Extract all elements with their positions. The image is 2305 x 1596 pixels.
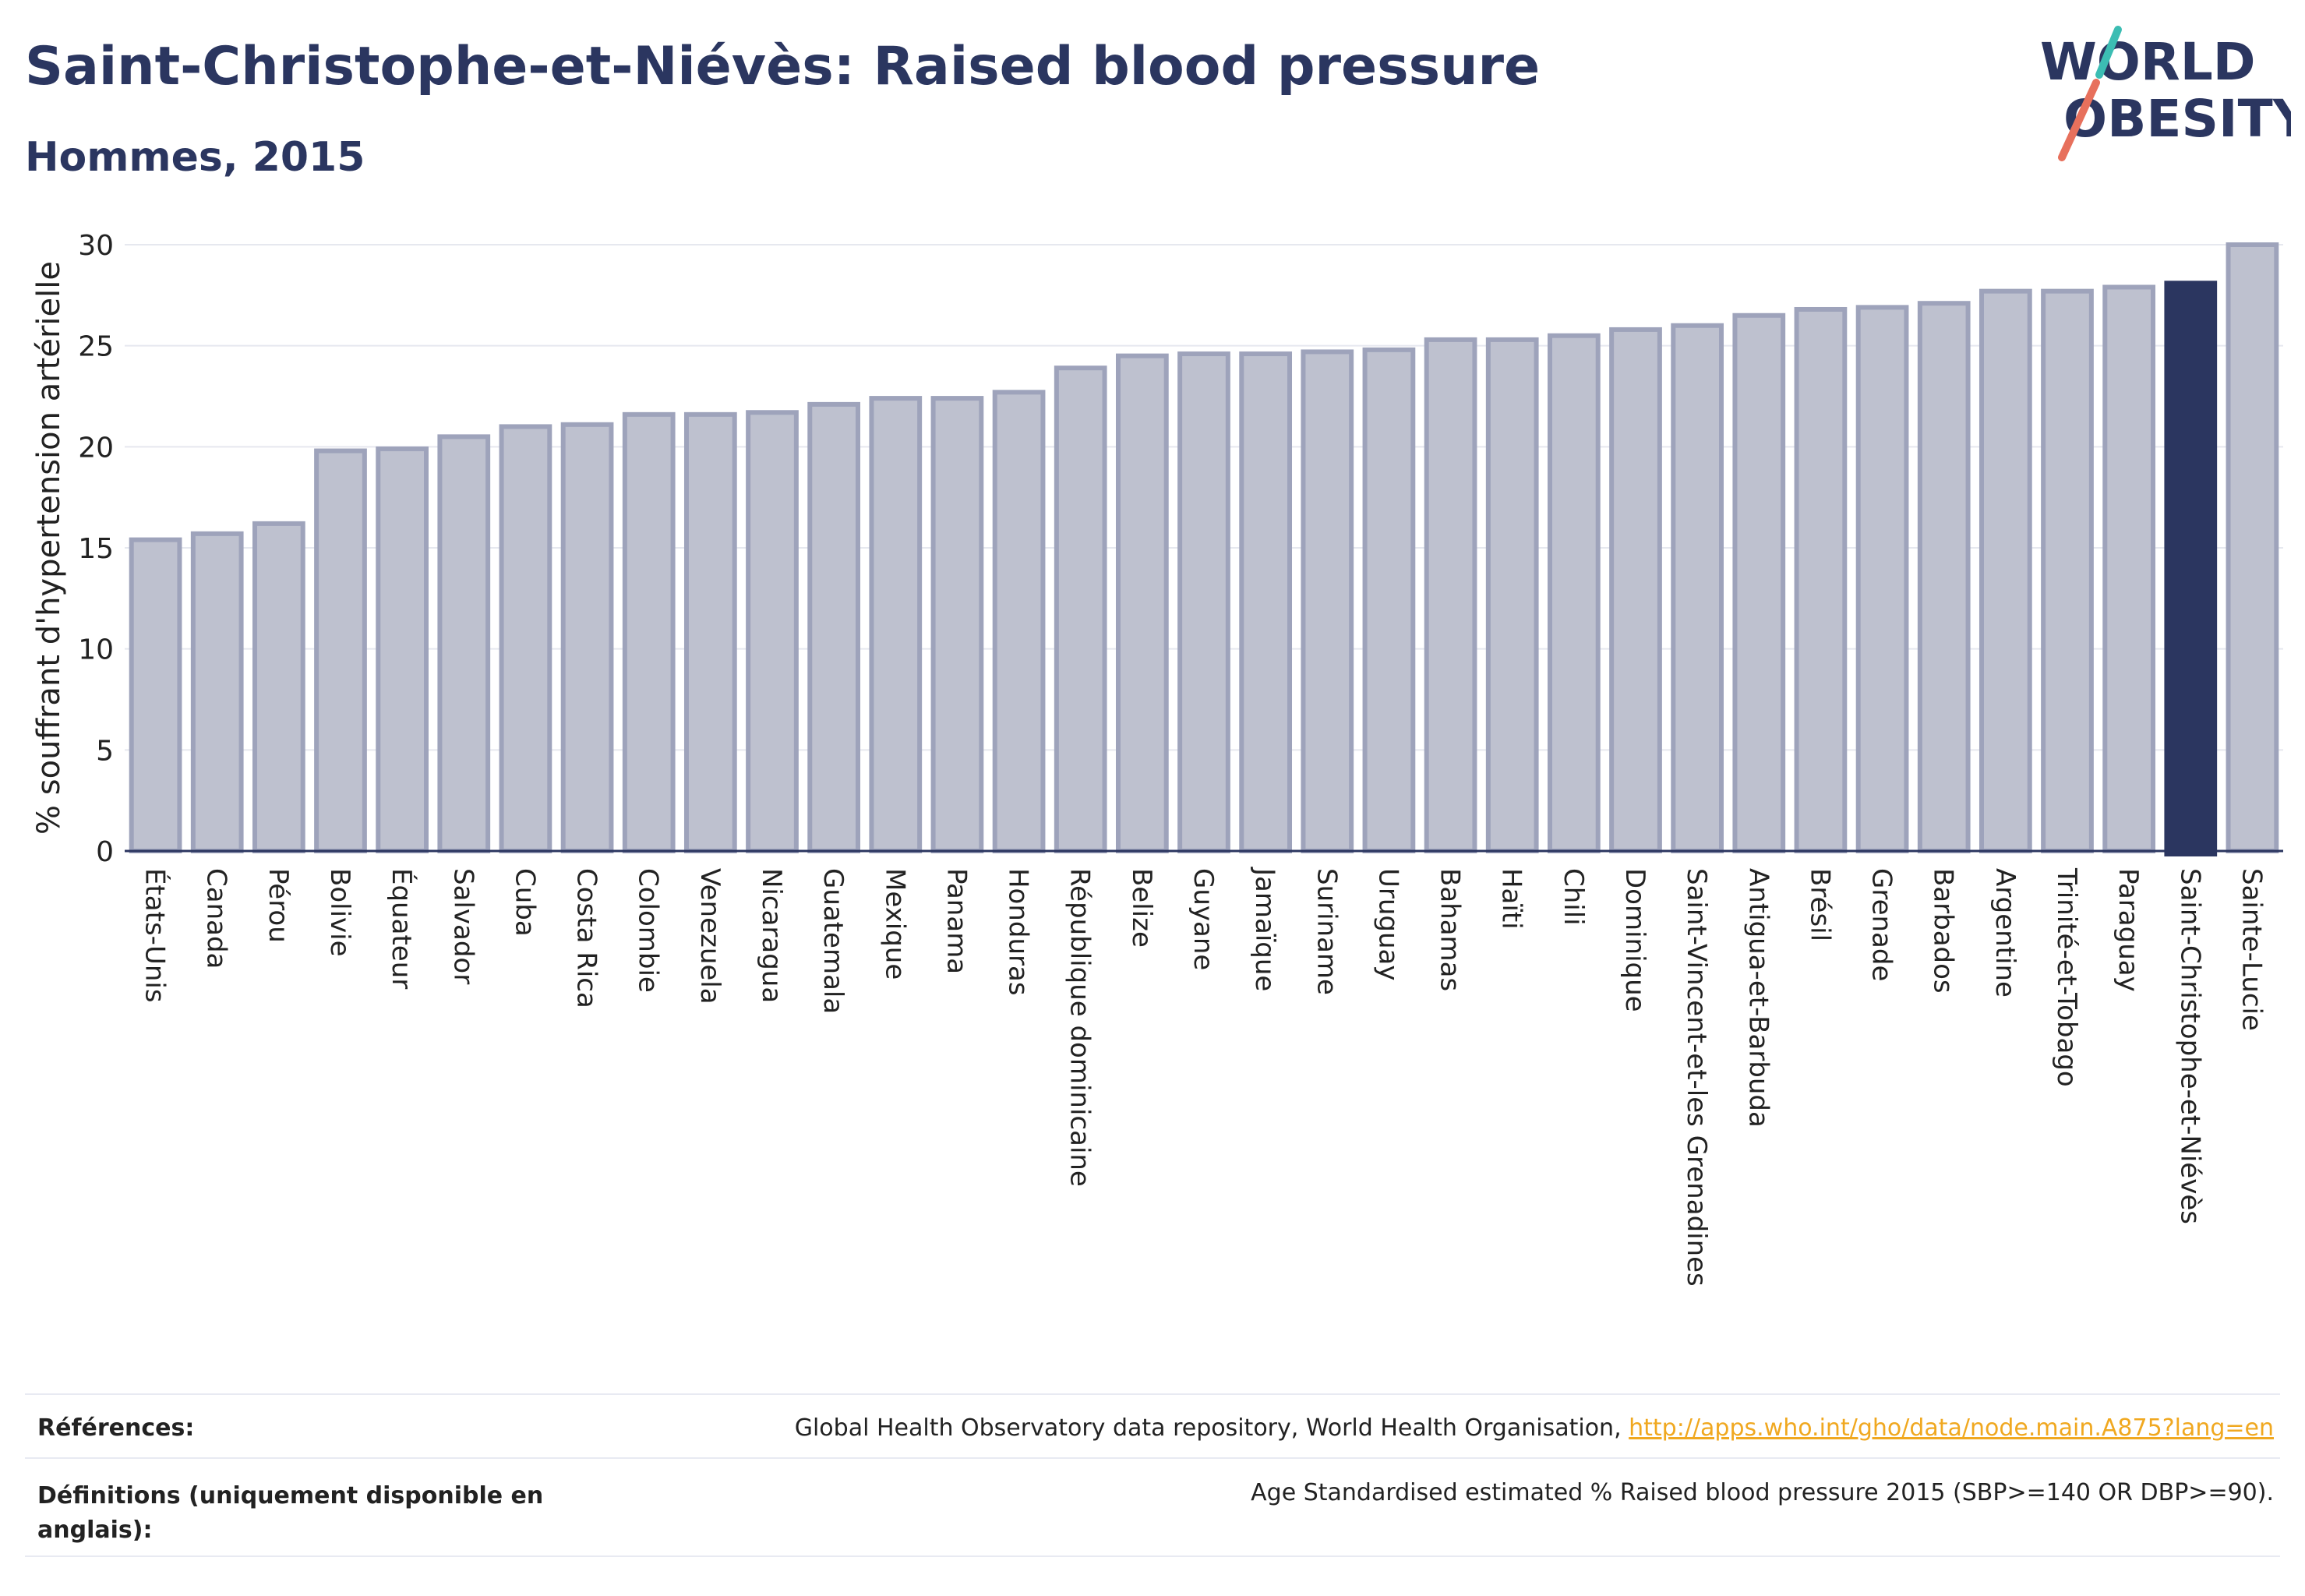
x-tick-label-16: Belize xyxy=(1126,868,1157,948)
bar-17 xyxy=(1177,351,1230,854)
bar-20 xyxy=(1362,347,1416,853)
bar-23 xyxy=(1547,333,1601,853)
bar-16 xyxy=(1115,353,1169,853)
bar-19 xyxy=(1301,349,1354,853)
references-label: Références: xyxy=(37,1414,195,1442)
x-tick-label-25: Saint-Vincent-et-les Grenadines xyxy=(1681,868,1712,1287)
definitions-label: Définitions (uniquement disponible en an… xyxy=(37,1482,544,1544)
label-layer: 0 5 10 15 20 25 30 États-Unis Canada Pérou Bolivie… xyxy=(31,230,2267,1287)
x-tick-label-27: Brésil xyxy=(1804,868,1835,941)
logo-slash-teal xyxy=(2095,26,2122,79)
bar-chart: 0 5 10 15 20 25 30 États-Unis Canada Pérou Bolivie… xyxy=(31,230,2283,1287)
bar-25 xyxy=(1671,323,1724,853)
x-tick-label-21: Bahamas xyxy=(1435,868,1466,991)
bar-6 xyxy=(499,424,552,853)
bar-5 xyxy=(437,434,491,853)
y-tick-label-0: 0 xyxy=(96,836,114,868)
x-tick-label-33: Saint-Christophe-et-Niévès xyxy=(2174,868,2205,1224)
x-tick-label-19: Suriname xyxy=(1311,868,1342,995)
x-tick-label-18: Jamaïque xyxy=(1249,867,1280,991)
x-tick-label-12: Mexique xyxy=(879,868,910,980)
x-tick-label-13: Panama xyxy=(941,868,972,974)
bar-26 xyxy=(1732,312,1786,853)
x-tick-label-1: Canada xyxy=(201,868,232,969)
bar-1 xyxy=(190,531,244,853)
bar-32 xyxy=(2102,284,2156,853)
bar-21 xyxy=(1424,337,1477,853)
bar-9 xyxy=(683,411,737,853)
bar-22 xyxy=(1485,337,1539,853)
x-tick-label-23: Chili xyxy=(1558,868,1589,926)
x-tick-label-22: Haïti xyxy=(1496,868,1527,930)
y-tick-label-25: 25 xyxy=(78,331,114,363)
y-tick-label-10: 10 xyxy=(78,634,114,666)
y-tick-label-20: 20 xyxy=(78,432,114,464)
x-tick-label-30: Argentine xyxy=(1989,868,2021,998)
bar-4 xyxy=(376,446,429,853)
x-tick-label-6: Cuba xyxy=(509,868,540,937)
bar-29 xyxy=(1917,301,1971,853)
x-tick-label-4: Équateur xyxy=(386,868,418,989)
x-tick-label-0: États-Unis xyxy=(139,868,171,1003)
world-obesity-logo: WORLD OBESITY xyxy=(2040,26,2291,161)
bar-12 xyxy=(869,396,923,853)
bar-layer xyxy=(129,242,2279,857)
x-tick-label-14: Honduras xyxy=(1003,868,1034,996)
x-tick-label-29: Barbados xyxy=(1928,868,1959,994)
footer-divider-bottom xyxy=(25,1555,2280,1557)
page-title: Saint-Christophe-et-Niévès: Raised blood… xyxy=(25,36,1541,97)
bar-15 xyxy=(1054,365,1107,853)
y-tick-label-5: 5 xyxy=(96,735,114,767)
x-tick-label-5: Salvador xyxy=(447,868,478,984)
x-tick-label-2: Pérou xyxy=(263,868,294,943)
logo-line2: OBESITY xyxy=(2063,89,2291,149)
bar-0 xyxy=(129,537,182,853)
logo-line1: WORLD xyxy=(2040,32,2256,92)
x-tick-label-10: Nicaragua xyxy=(756,868,787,1003)
y-axis-label: % souffrant d'hypertension artérielle xyxy=(31,261,67,835)
x-tick-label-20: Uruguay xyxy=(1372,868,1403,981)
bar-30 xyxy=(1978,288,2032,853)
x-tick-label-3: Bolivie xyxy=(324,868,355,957)
footer-divider-top xyxy=(25,1393,2280,1395)
x-tick-label-31: Trinité-et-Tobago xyxy=(2051,867,2082,1087)
references-link[interactable]: http://apps.who.int/gho/data/node.main.A… xyxy=(1629,1414,2274,1442)
bar-31 xyxy=(2041,288,2094,853)
page-subtitle: Hommes, 2015 xyxy=(25,134,365,181)
x-tick-label-32: Paraguay xyxy=(2113,868,2144,992)
x-tick-label-28: Grenade xyxy=(1866,868,1897,981)
bar-18 xyxy=(1239,351,1293,854)
bar-11 xyxy=(807,401,861,853)
y-tick-label-30: 30 xyxy=(78,230,114,262)
definitions-text: Age Standardised estimated % Raised bloo… xyxy=(1251,1479,2274,1506)
x-tick-label-26: Antigua-et-Barbuda xyxy=(1742,868,1774,1128)
logo-slash-coral xyxy=(2058,79,2100,161)
x-tick-label-9: Venezuela xyxy=(694,868,725,1005)
bar-34 xyxy=(2226,242,2279,853)
bar-28 xyxy=(1855,305,1909,854)
bar-2 xyxy=(252,521,305,853)
x-tick-label-8: Colombie xyxy=(633,868,664,993)
bar-13 xyxy=(930,396,984,853)
bar-33 xyxy=(2164,281,2218,857)
references-text: Global Health Observatory data repositor… xyxy=(795,1414,2274,1442)
x-tick-label-17: Guyane xyxy=(1188,868,1219,970)
bar-3 xyxy=(314,448,367,853)
bar-14 xyxy=(992,390,1046,853)
x-tick-label-24: Dominique xyxy=(1619,868,1650,1012)
footer-divider-middle xyxy=(25,1457,2280,1459)
x-tick-label-15: République dominicaine xyxy=(1064,868,1096,1187)
x-tick-label-11: Guatemala xyxy=(817,868,849,1014)
bar-27 xyxy=(1794,306,1848,853)
bar-10 xyxy=(746,410,799,853)
x-tick-label-7: Costa Rica xyxy=(571,868,602,1008)
bar-24 xyxy=(1609,327,1662,854)
bar-7 xyxy=(560,422,614,853)
bar-8 xyxy=(622,411,676,853)
x-tick-label-34: Sainte-Lucie xyxy=(2236,868,2267,1031)
y-tick-label-15: 15 xyxy=(78,533,114,565)
references-source: Global Health Observatory data repositor… xyxy=(794,1414,1629,1442)
